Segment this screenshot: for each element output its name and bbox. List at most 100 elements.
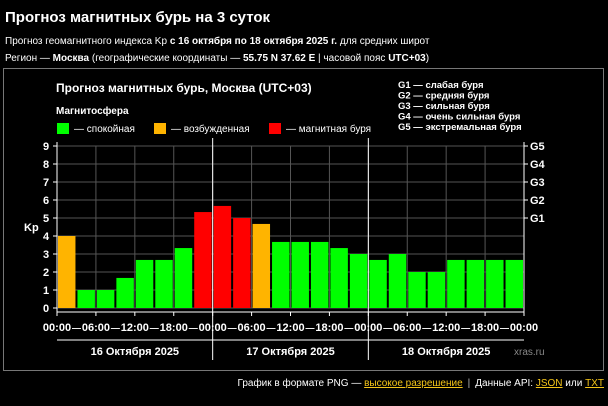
chart-frame (3, 68, 604, 371)
x-tick-label: 18:00 (160, 322, 188, 334)
x-tick-label: 18:00 (471, 322, 499, 334)
kp-bar (447, 259, 465, 308)
legend-swatch (269, 123, 281, 134)
x-minor-tick: — (72, 323, 81, 333)
x-tick-label: 12:00 (121, 322, 149, 334)
y-tick-label: 6 (43, 195, 49, 207)
day-label: 18 Октября 2025 (402, 346, 490, 358)
forecast-prefix: Прогноз геомагнитного индекса Kp (5, 36, 170, 47)
storm-level-legend: G1 — слабая буря (398, 80, 484, 91)
watermark: xras.ru (514, 347, 545, 358)
kp-bar (96, 290, 115, 308)
kp-bar (233, 218, 251, 308)
day-label: 16 Октября 2025 (91, 346, 179, 358)
y-axis-label: Kp (24, 222, 39, 234)
x-minor-tick: — (461, 323, 470, 333)
kp-bar (58, 236, 76, 308)
kp-bar (194, 212, 212, 308)
storm-level-legend: G4 — очень сильная буря (398, 112, 520, 123)
g-level-tick-label: G2 (530, 195, 545, 207)
forecast-date-range: с 16 октября по 18 октября 2025 г. (169, 36, 338, 47)
footer-separator: | (467, 378, 471, 389)
footer-or-text: или (562, 378, 586, 389)
kp-bar (272, 241, 290, 308)
g-level-tick-label: G4 (530, 159, 546, 171)
x-minor-tick: — (305, 323, 314, 333)
g-level-tick-label: G5 (530, 141, 545, 153)
kp-bar (330, 248, 348, 308)
g-level-tick-label: G1 (530, 213, 545, 225)
storm-level-legend: G5 — экстремальная буря (398, 122, 522, 133)
kp-bar (349, 254, 368, 308)
day-label: 17 Октября 2025 (246, 346, 334, 358)
x-tick-label: 18:00 (315, 322, 343, 334)
footer-api-text: Данные API: (475, 378, 536, 389)
footer-png-text: График в формате PNG — (237, 378, 365, 389)
kp-bar (486, 259, 504, 308)
region-city: Москва (52, 53, 90, 64)
y-tick-label: 8 (43, 159, 49, 171)
kp-bar (369, 259, 387, 308)
kp-bar (466, 259, 485, 308)
forecast-description: Прогноз геомагнитного индекса Kp с 16 ок… (5, 36, 429, 47)
region-mid: (географические координаты — (89, 53, 243, 64)
x-minor-tick: — (150, 323, 159, 333)
region-end: ) (425, 53, 430, 64)
storm-level-legend: G2 — средняя буря (398, 91, 489, 102)
y-tick-label: 9 (43, 141, 49, 153)
y-tick-label: 4 (43, 231, 50, 243)
kp-bar (505, 259, 523, 308)
x-minor-tick: — (344, 323, 353, 333)
x-tick-label: 00:00 (199, 322, 227, 334)
region-prefix: Регион — (5, 53, 53, 64)
kp-bar (155, 259, 173, 308)
chart-title: Прогноз магнитных бурь, Москва (UTC+03) (56, 81, 312, 95)
kp-bar (116, 277, 134, 308)
footer: График в формате PNG — высокое разрешени… (237, 378, 604, 389)
y-tick-label: 2 (43, 267, 49, 279)
kp-bar (310, 241, 329, 308)
storm-level-legend: G3 — сильная буря (398, 101, 490, 112)
x-tick-label: 06:00 (82, 322, 110, 334)
json-link[interactable]: JSON (535, 378, 563, 389)
x-tick-label: 00:00 (43, 322, 71, 334)
x-tick-label: 00:00 (510, 322, 538, 334)
x-minor-tick: — (111, 323, 120, 333)
png-hires-link[interactable]: высокое разрешение (364, 378, 463, 389)
x-minor-tick: — (267, 323, 276, 333)
legend-label: — спокойная (74, 124, 135, 135)
legend-swatch (57, 123, 69, 134)
forecast-suffix: для средних широт (337, 36, 430, 47)
region-coords: 55.75 N 37.62 E (243, 53, 316, 64)
kp-bar (135, 259, 154, 308)
x-tick-label: 12:00 (276, 322, 304, 334)
x-minor-tick: — (383, 323, 392, 333)
kp-bar (252, 223, 271, 308)
kp-bar (408, 272, 426, 308)
kp-bar (427, 272, 446, 308)
region-timezone: UTC+03 (388, 53, 426, 64)
legend-title: Магнитосфера (56, 105, 129, 117)
x-minor-tick: — (228, 323, 237, 333)
y-tick-label: 0 (43, 303, 49, 315)
y-tick-label: 1 (43, 285, 49, 297)
region-sep: | часовой пояс (315, 53, 389, 64)
x-minor-tick: — (422, 323, 431, 333)
x-tick-label: 06:00 (393, 322, 421, 334)
x-tick-label: 00:00 (354, 322, 382, 334)
g-level-tick-label: G3 (530, 177, 545, 189)
region-info: Регион — Москва (географические координа… (5, 53, 429, 64)
kp-bar (291, 241, 309, 308)
txt-link[interactable]: TXT (585, 378, 604, 389)
y-tick-label: 3 (43, 249, 49, 261)
page-title: Прогноз магнитных бурь на 3 суток (5, 9, 271, 26)
x-minor-tick: — (500, 323, 509, 333)
x-minor-tick: — (189, 323, 198, 333)
kp-bar (77, 290, 95, 308)
kp-bar (174, 248, 193, 308)
x-tick-label: 06:00 (238, 322, 266, 334)
legend-label: — магнитная буря (286, 123, 371, 135)
legend-swatch (154, 123, 166, 134)
y-tick-label: 5 (43, 213, 49, 225)
